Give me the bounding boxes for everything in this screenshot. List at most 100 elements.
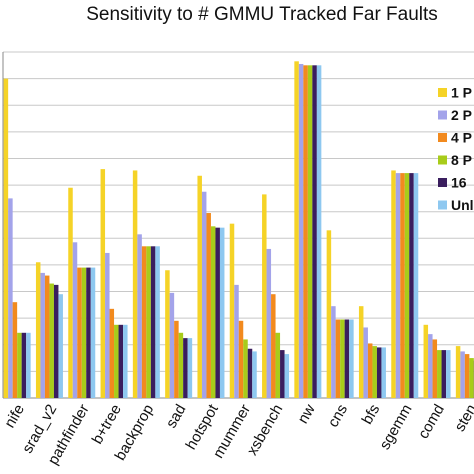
bar [183, 338, 188, 398]
bar [400, 173, 405, 398]
bar [3, 78, 9, 398]
bar [68, 187, 73, 398]
bar [460, 351, 465, 398]
bar [169, 292, 175, 398]
legend-swatch [438, 110, 447, 120]
legend-label: 8 P [451, 152, 472, 168]
bar [376, 347, 382, 398]
bar [219, 227, 225, 398]
bar [201, 191, 207, 398]
bar [363, 327, 368, 398]
bar [210, 226, 216, 398]
bar [114, 324, 119, 398]
bar [17, 332, 22, 398]
bar [437, 350, 442, 398]
bar [381, 347, 386, 398]
bar [294, 61, 299, 399]
legend-label: 1 P [451, 85, 472, 101]
bar [423, 324, 429, 398]
bar [215, 227, 220, 398]
legend-swatch [438, 178, 447, 187]
bar [469, 358, 474, 398]
bar [109, 308, 115, 398]
bar [326, 230, 332, 398]
bar [49, 283, 54, 398]
bar [464, 354, 470, 398]
legend-swatch [438, 155, 447, 165]
bar [12, 302, 18, 398]
x-tick-label: sad [163, 401, 190, 430]
bar [174, 320, 179, 398]
legend-label: 4 P [451, 130, 472, 146]
bar [150, 246, 156, 398]
bar [372, 346, 377, 398]
bar [331, 306, 336, 398]
bar [206, 213, 211, 398]
bar [284, 354, 290, 398]
bar [298, 63, 304, 398]
bar [358, 306, 364, 398]
bar [275, 332, 281, 398]
bar [26, 332, 31, 398]
bar [238, 320, 244, 398]
bar [409, 173, 414, 398]
bar [72, 242, 78, 398]
bar [53, 284, 59, 398]
bar [303, 65, 308, 399]
bar [344, 319, 350, 398]
bar [340, 319, 345, 398]
bar [141, 246, 147, 398]
bar [155, 246, 160, 398]
bar [21, 332, 27, 398]
bar [105, 252, 110, 398]
bar [123, 324, 128, 398]
bar [77, 267, 82, 398]
legend-swatch [438, 133, 447, 142]
bar [100, 169, 106, 398]
bar [40, 272, 45, 398]
legend-label: Unl [451, 197, 474, 213]
bar [395, 173, 401, 398]
bar [229, 223, 235, 398]
bar [280, 350, 285, 398]
bar [252, 351, 257, 398]
legend-label: 16 [451, 175, 467, 191]
bar [8, 198, 13, 398]
bar [316, 65, 322, 399]
bar [262, 194, 267, 398]
bar [132, 170, 138, 398]
x-tick-label: sgemm [376, 401, 415, 452]
bar [86, 267, 91, 398]
bar [413, 173, 419, 398]
x-tick-label: cns [325, 401, 351, 430]
x-tick-label: bfs [359, 401, 384, 427]
bar [404, 173, 410, 398]
bar [44, 275, 50, 398]
legend-label: 2 P [451, 107, 472, 123]
bar [432, 339, 438, 398]
bar [247, 348, 253, 398]
bar [271, 294, 276, 398]
bar [428, 334, 433, 398]
x-tick-label: comd [415, 401, 448, 441]
bar [137, 234, 142, 398]
x-tick-label: nife [1, 401, 28, 430]
bar [446, 350, 451, 398]
bar [58, 294, 63, 398]
bar [197, 175, 202, 398]
x-tick-label: sten [451, 401, 474, 434]
chart-title: Sensitivity to # GMMU Tracked Far Faults [86, 4, 438, 25]
legend-swatch [438, 200, 447, 210]
bar [335, 319, 341, 398]
bar [367, 343, 373, 398]
bar [118, 324, 124, 398]
bar [234, 284, 239, 398]
bar [165, 270, 170, 398]
bar [349, 319, 354, 398]
x-tick-label: nw [294, 401, 318, 426]
bar [178, 332, 184, 398]
bar [266, 248, 272, 398]
bar [312, 65, 317, 399]
